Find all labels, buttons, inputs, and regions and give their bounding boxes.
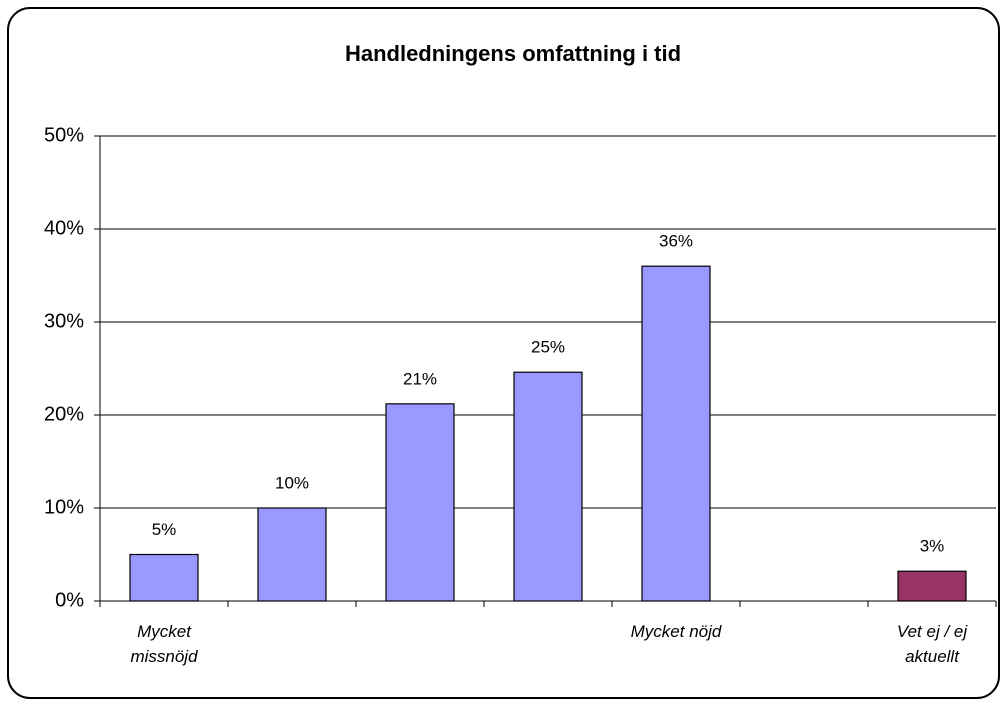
data-label: 3% bbox=[920, 537, 945, 556]
data-label: 21% bbox=[403, 369, 437, 388]
data-label: 36% bbox=[659, 232, 693, 251]
data-label: 5% bbox=[152, 520, 177, 539]
data-label: 25% bbox=[531, 338, 565, 357]
y-tick-label: 30% bbox=[44, 310, 84, 332]
data-label: 10% bbox=[275, 473, 309, 492]
y-tick-label: 40% bbox=[44, 217, 84, 239]
chart-title: Handledningens omfattning i tid bbox=[345, 41, 681, 66]
bar bbox=[897, 570, 967, 602]
y-tick-label: 10% bbox=[44, 496, 84, 518]
y-tick-label: 0% bbox=[55, 589, 84, 611]
y-tick-label: 20% bbox=[44, 403, 84, 425]
x-tick-label: Mycket nöjd bbox=[630, 622, 722, 641]
y-tick-label: 50% bbox=[44, 124, 84, 146]
bar bbox=[641, 265, 711, 602]
bar bbox=[129, 553, 199, 602]
bar bbox=[385, 403, 455, 602]
bar bbox=[257, 507, 327, 602]
chart-border bbox=[7, 7, 1000, 699]
bar bbox=[513, 371, 583, 602]
x-tick-label: Vet ej / ej aktuellt bbox=[896, 622, 968, 666]
x-tick-label: Mycket missnöjd bbox=[130, 622, 198, 666]
